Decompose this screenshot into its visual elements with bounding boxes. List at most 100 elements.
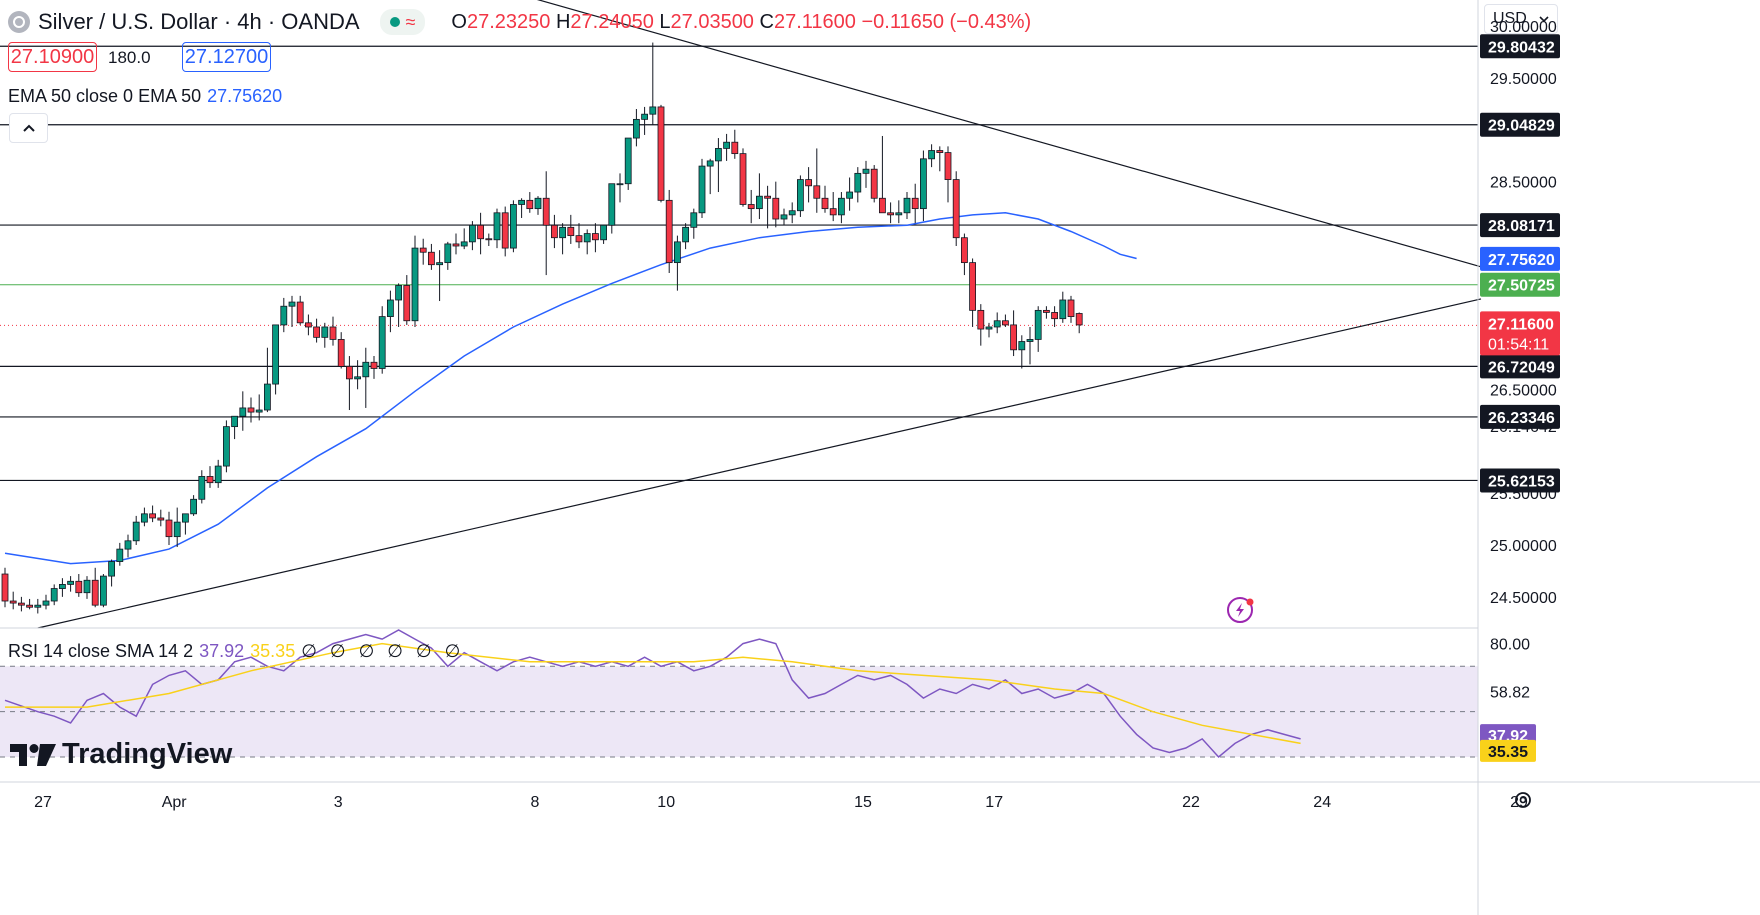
candle[interactable] [764, 185, 771, 229]
candle[interactable] [329, 316, 337, 346]
candle[interactable] [657, 104, 665, 203]
candle[interactable] [190, 495, 198, 516]
candle[interactable] [706, 158, 714, 195]
ema50-line[interactable] [4, 212, 1137, 565]
candle[interactable] [797, 175, 804, 217]
lightning-icon[interactable] [1227, 597, 1254, 623]
candle[interactable] [42, 594, 50, 610]
candle[interactable] [813, 148, 821, 213]
candle[interactable] [608, 183, 616, 234]
candle[interactable] [1, 567, 9, 608]
candle[interactable] [559, 223, 566, 255]
candle[interactable] [411, 235, 419, 327]
candle[interactable] [780, 208, 788, 226]
candle[interactable] [600, 224, 607, 244]
candle[interactable] [378, 306, 386, 374]
tradingview-logo[interactable]: TradingView [10, 738, 232, 771]
currency-select[interactable]: USD [1484, 4, 1558, 34]
candle[interactable] [313, 318, 321, 343]
candle[interactable] [17, 596, 25, 612]
candle[interactable] [985, 322, 993, 338]
candle[interactable] [206, 466, 214, 488]
candle[interactable] [255, 394, 263, 421]
candle[interactable] [542, 171, 550, 276]
rsi-legend[interactable]: RSI 14 close SMA 14 2 37.92 35.35 ∅ ∅ ∅ ∅ ∅… [8, 641, 464, 662]
candle[interactable] [34, 598, 42, 614]
candle[interactable] [936, 146, 944, 172]
candle[interactable] [354, 360, 362, 390]
candle[interactable] [403, 275, 411, 325]
candle[interactable] [846, 177, 853, 211]
candle[interactable] [50, 584, 58, 606]
candle[interactable] [616, 173, 624, 203]
candle[interactable] [682, 223, 689, 250]
candle[interactable] [263, 347, 271, 413]
settings-gear-icon[interactable] [1515, 792, 1531, 808]
candle[interactable] [518, 198, 525, 218]
candle[interactable] [592, 223, 599, 253]
candle[interactable] [477, 212, 485, 255]
candle[interactable] [427, 243, 435, 270]
candle[interactable] [239, 391, 247, 431]
rsi-sma-line[interactable] [5, 642, 1301, 745]
candle[interactable] [83, 576, 91, 599]
candle[interactable] [879, 135, 886, 214]
candle[interactable] [903, 192, 911, 220]
candle[interactable] [337, 332, 345, 369]
candle[interactable] [345, 356, 353, 411]
candle[interactable] [583, 229, 591, 255]
market-status-pill[interactable]: ≈ [379, 9, 426, 35]
candle[interactable] [1075, 312, 1083, 334]
ascending-trendline[interactable] [37, 298, 1482, 629]
ema-legend[interactable]: EMA 50 close 0 EMA 50 27.75620 [8, 86, 282, 107]
candle[interactable] [272, 324, 280, 395]
candle[interactable] [928, 144, 935, 168]
candle[interactable] [91, 567, 99, 608]
candle[interactable] [436, 250, 444, 302]
candle[interactable] [493, 208, 501, 249]
candle[interactable] [173, 507, 181, 548]
price-pane[interactable] [0, 0, 1482, 629]
candle[interactable] [862, 160, 870, 188]
candle[interactable] [944, 146, 952, 203]
candle[interactable] [641, 106, 648, 135]
rsi-pane[interactable] [0, 629, 1478, 759]
buy-price-button[interactable]: 27.12700 [182, 42, 271, 72]
candle[interactable] [362, 347, 370, 408]
candle[interactable] [67, 576, 74, 592]
candle[interactable] [116, 542, 124, 566]
candle[interactable] [1034, 306, 1042, 352]
candle[interactable] [575, 223, 583, 249]
candle[interactable] [165, 511, 173, 545]
candle[interactable] [485, 233, 493, 247]
candle[interactable] [1067, 295, 1075, 323]
candle[interactable] [321, 322, 329, 348]
candle[interactable] [887, 202, 894, 224]
candle[interactable] [821, 185, 829, 213]
candle[interactable] [509, 200, 517, 253]
candle[interactable] [157, 509, 165, 527]
candle[interactable] [395, 283, 403, 327]
candle[interactable] [756, 173, 763, 220]
candle[interactable] [854, 167, 862, 203]
candle[interactable] [460, 228, 468, 250]
candle[interactable] [214, 459, 222, 488]
candle[interactable] [452, 233, 460, 255]
candle[interactable] [386, 290, 394, 333]
candle[interactable] [108, 559, 115, 587]
candle[interactable] [952, 171, 960, 247]
candle[interactable] [149, 505, 157, 523]
candle[interactable] [870, 165, 878, 203]
candle[interactable] [723, 133, 730, 161]
candle[interactable] [838, 192, 845, 224]
candle[interactable] [895, 200, 903, 224]
candle[interactable] [468, 221, 476, 251]
sell-price-button[interactable]: 27.10900 [8, 42, 97, 72]
candle[interactable] [75, 574, 83, 597]
candle[interactable] [247, 397, 255, 423]
candle[interactable] [140, 507, 148, 527]
candle[interactable] [534, 196, 542, 215]
candle[interactable] [1059, 291, 1067, 323]
candle[interactable] [977, 304, 985, 346]
